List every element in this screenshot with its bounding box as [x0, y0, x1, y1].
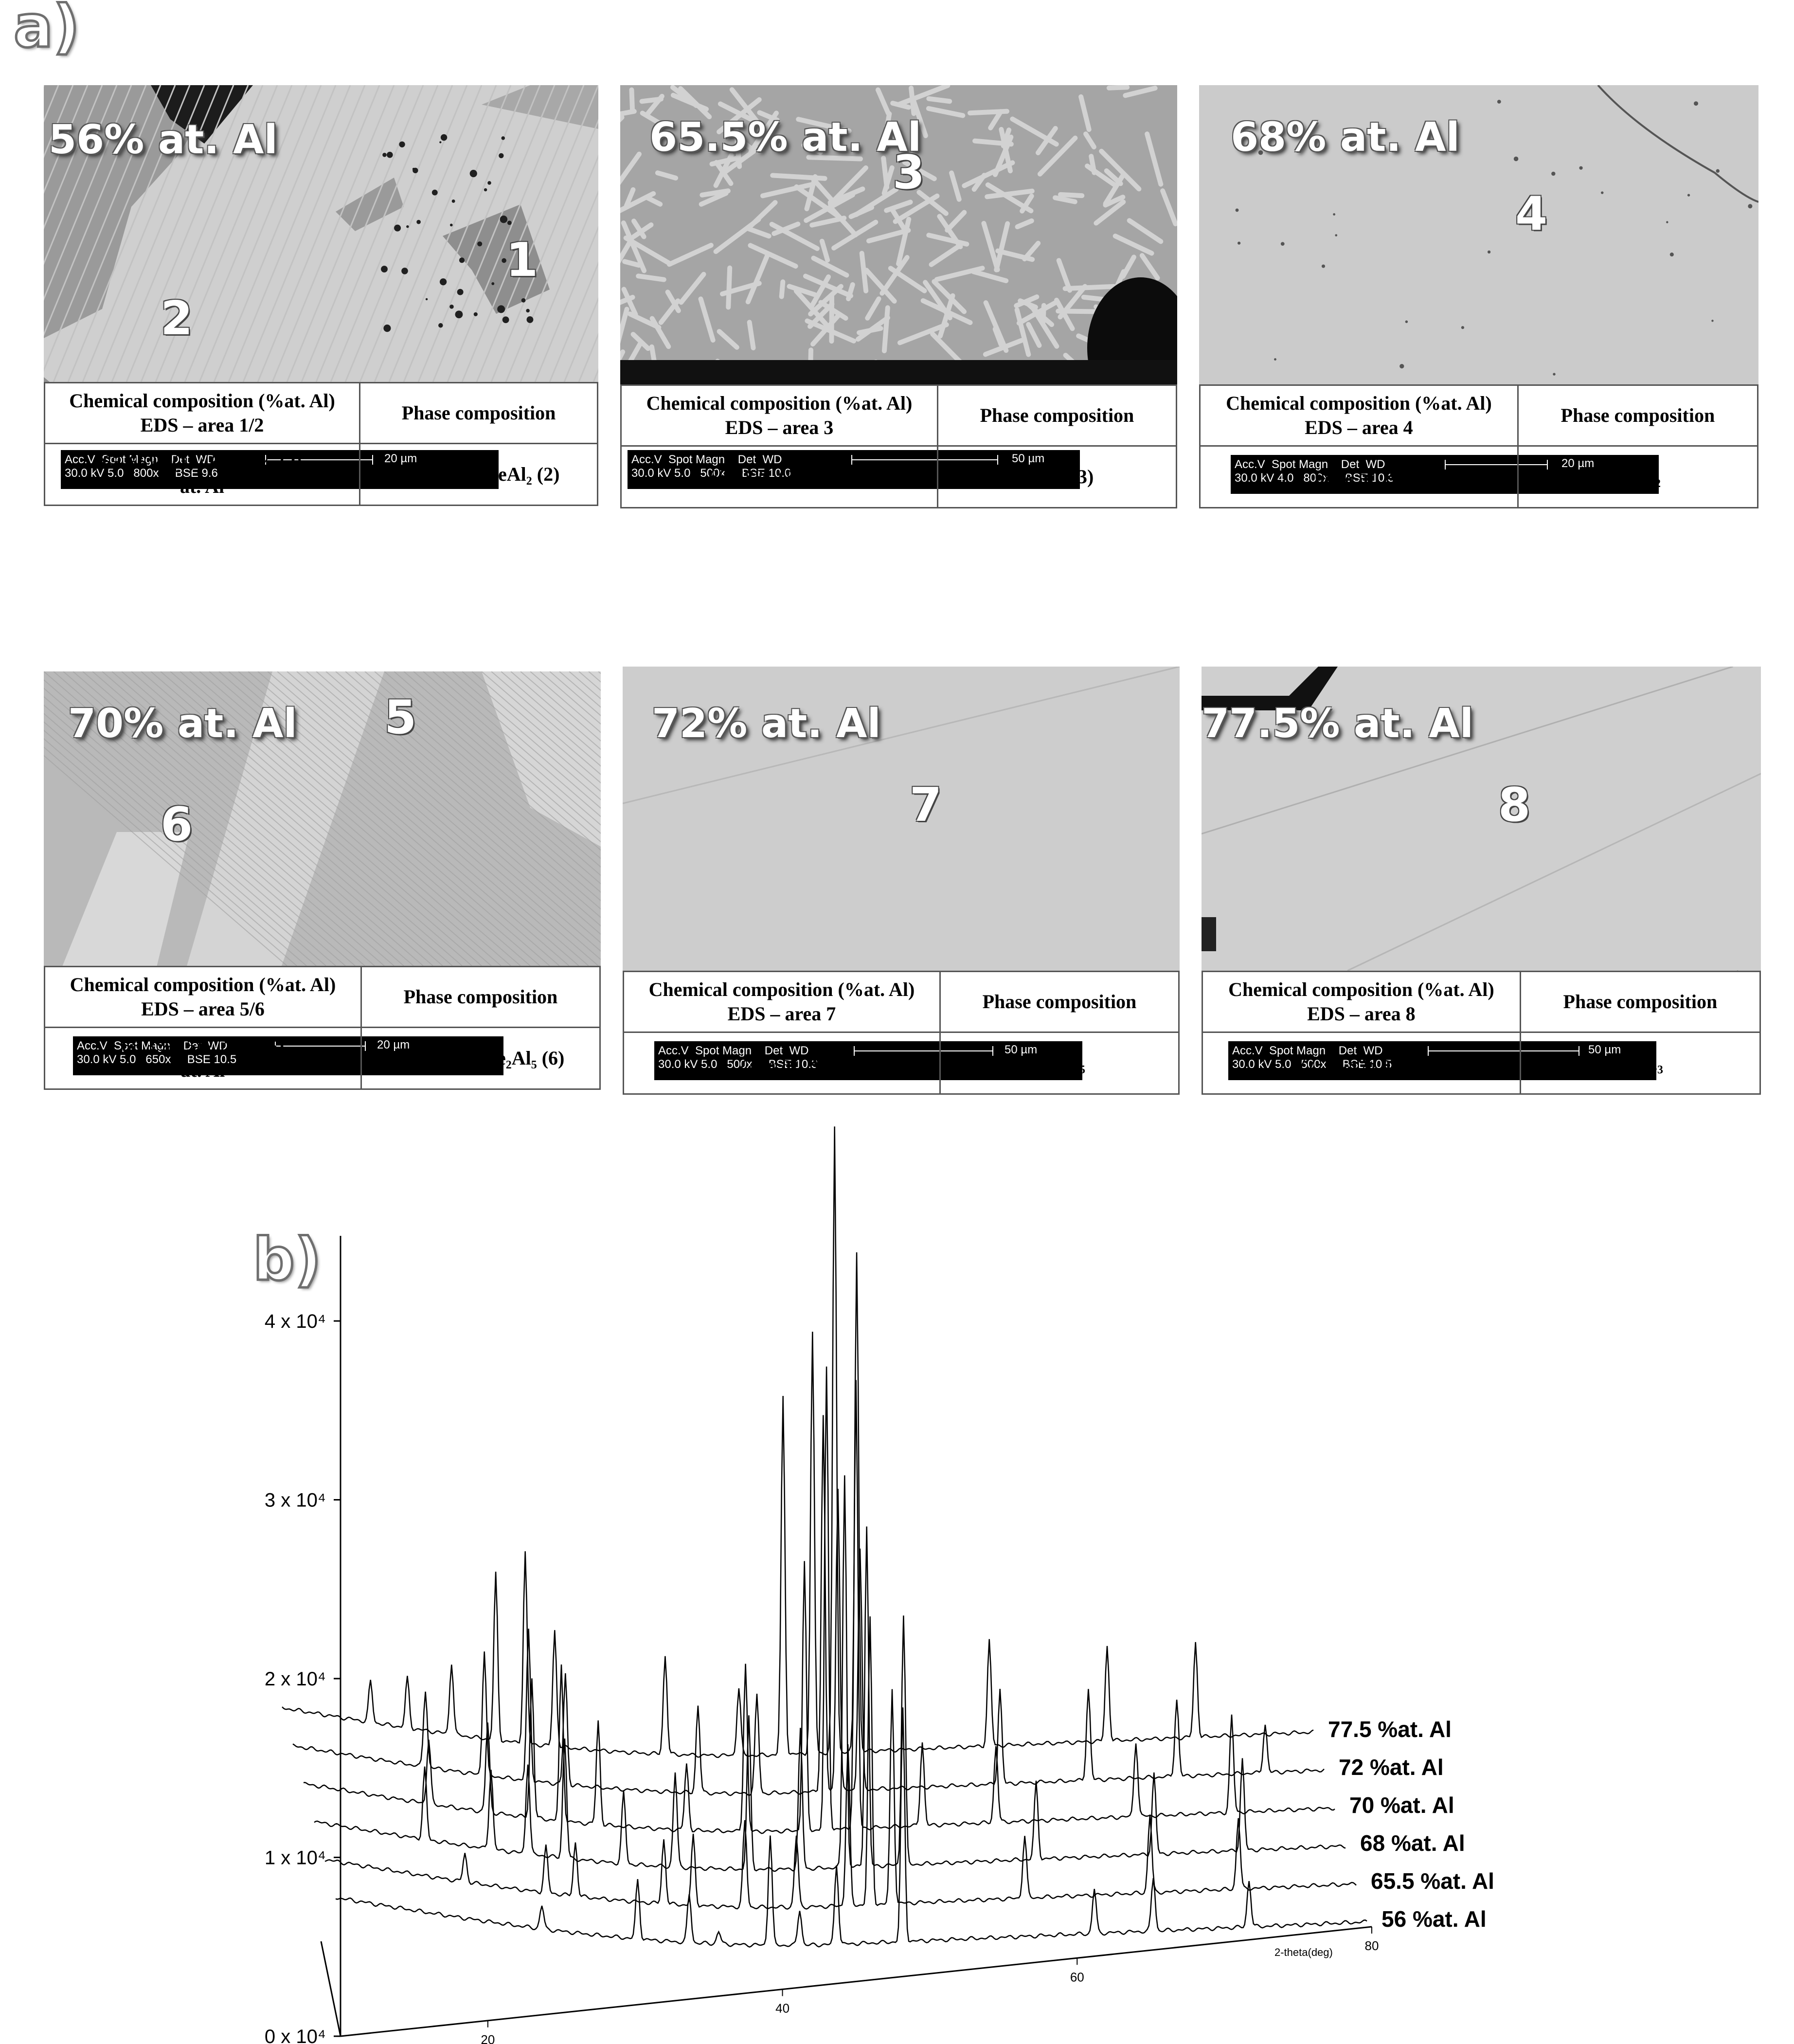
phase-composition-value: FeAl₃	[1519, 1031, 1761, 1095]
chem-composition-value: 65-66% (1) / 65-66% (2) at. Al	[43, 443, 361, 506]
sem-micrograph	[620, 85, 1177, 384]
panel-a-letter: a)	[13, 0, 81, 62]
chem-composition-value: 68% at. Al	[1199, 445, 1519, 508]
chem-composition-header: Chemical composition (%at. Al) EDS – area…	[43, 382, 361, 444]
phase-composition-value: FeAl₂ (5) / Fe₂Al₅ (6)	[360, 1027, 601, 1090]
x-tick-label: 60	[1070, 1970, 1084, 1984]
composition-table: Chemical composition (%at. Al) EDS – area…	[1202, 971, 1761, 1095]
xrd-series-line	[324, 1616, 1357, 1910]
phase-composition-header: Phase composition	[939, 971, 1180, 1033]
x-tick-label: 80	[1365, 1938, 1379, 1953]
composition-table: Chemical composition (%at. Al) EDS – area…	[1199, 384, 1759, 508]
sample-composition-label: 56% at. Al	[49, 117, 278, 163]
x-axis-line	[340, 1926, 1372, 2037]
series-label: 77.5 %at. Al	[1328, 1717, 1452, 1742]
chem-composition-header: Chemical composition (%at. Al) EDS – area…	[623, 971, 941, 1033]
composition-table: Chemical composition (%at. Al) EDS – area…	[623, 971, 1180, 1095]
xrd-series-line	[314, 1475, 1346, 1872]
chem-composition-value: 72% at. Al	[623, 1031, 941, 1095]
sem-micrograph	[1202, 667, 1761, 971]
composition-table: Chemical composition (%at. Al) EDS – area…	[44, 966, 601, 1090]
sem-micrograph	[44, 85, 598, 382]
chem-composition-header: Chemical composition (%at. Al) EDS – area…	[1202, 971, 1521, 1033]
y-tick-label: 0 x 10⁴	[265, 2026, 326, 2044]
chem-composition-value: 77-77.5% at. Al	[1202, 1031, 1521, 1095]
chem-composition-value: 66-68% (3) at. Al	[620, 445, 938, 508]
sem-micrograph	[623, 667, 1180, 971]
x-tick-label: 40	[775, 2001, 789, 2016]
panel-b-letter: b)	[252, 1225, 323, 1295]
area-number-label: 2	[161, 292, 193, 345]
phase-composition-value: FeAl₂ (3)	[936, 445, 1178, 508]
phase-composition-header: Phase composition	[1519, 971, 1761, 1033]
phase-composition-value: FeAl₂ (1) / FeAl₂ (2)	[359, 443, 598, 506]
area-number-label: 3	[893, 146, 925, 199]
phase-composition-header: Phase composition	[359, 382, 598, 444]
area-number-label: 7	[910, 778, 942, 832]
series-label: 65.5 %at. Al	[1371, 1868, 1494, 1894]
sem-micrograph	[44, 671, 601, 966]
phase-composition-header: Phase composition	[936, 384, 1178, 447]
depth-axis-line	[320, 1941, 341, 2037]
xrd-series-line	[303, 1366, 1335, 1834]
xrd-series-line	[282, 1126, 1314, 1758]
chem-composition-header: Chemical composition (%at. Al) EDS – area…	[44, 966, 362, 1028]
x-axis-label: 2-theta(deg)	[1274, 1946, 1333, 1958]
sample-composition-label: 65.5% at. Al	[649, 114, 921, 161]
composition-table: Chemical composition (%at. Al) EDS – area…	[43, 382, 598, 506]
area-number-label: 6	[161, 798, 193, 851]
sample-composition-label: 68% at. Al	[1231, 114, 1460, 161]
composition-table: Chemical composition (%at. Al) EDS – area…	[620, 384, 1178, 508]
area-number-label: 8	[1498, 778, 1531, 832]
sem-micrograph	[1199, 85, 1758, 384]
area-number-label: 4	[1515, 187, 1548, 241]
sample-composition-label: 72% at. Al	[652, 701, 881, 747]
sample-composition-label: 77.5% at. Al	[1202, 701, 1473, 747]
phase-composition-value: Fe₂Al₅	[939, 1031, 1180, 1095]
area-number-label: 1	[506, 234, 538, 287]
y-tick-label: 1 x 10⁴	[265, 1847, 326, 1869]
series-label: 56 %at. Al	[1381, 1906, 1487, 1932]
area-number-label: 5	[384, 691, 417, 744]
x-tick-label: 20	[481, 2032, 495, 2044]
sample-composition-label: 70% at. Al	[68, 701, 297, 747]
chem-composition-value: 68.3% (5) / 72% (5) at. Al	[44, 1027, 362, 1090]
y-tick-label: 4 x 10⁴	[265, 1311, 326, 1332]
chem-composition-header: Chemical composition (%at. Al) EDS – area…	[1199, 384, 1519, 447]
series-label: 68 %at. Al	[1360, 1830, 1465, 1856]
y-tick-label: 3 x 10⁴	[265, 1490, 326, 1511]
xrd-series-line	[292, 1415, 1325, 1796]
phase-composition-header: Phase composition	[1517, 384, 1759, 447]
xrd-series-line	[335, 1707, 1367, 1948]
phase-composition-value: FeAl₂	[1517, 445, 1759, 508]
series-label: 72 %at. Al	[1339, 1755, 1444, 1780]
phase-composition-header: Phase composition	[360, 966, 601, 1028]
y-tick-label: 2 x 10⁴	[265, 1668, 326, 1690]
series-label: 70 %at. Al	[1349, 1792, 1454, 1818]
chem-composition-header: Chemical composition (%at. Al) EDS – area…	[620, 384, 938, 447]
